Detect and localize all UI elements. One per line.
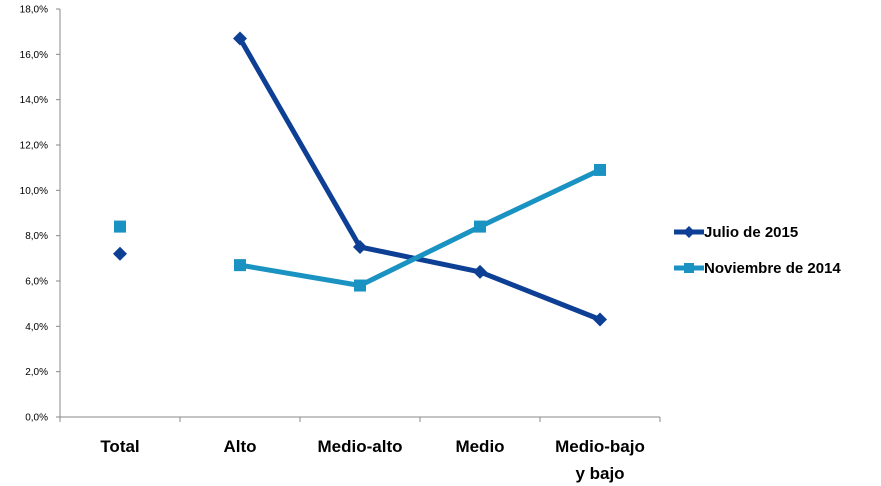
y-tick-label: 16,0% bbox=[20, 50, 48, 61]
diamond-point bbox=[233, 31, 247, 46]
square-point bbox=[354, 279, 366, 292]
y-tick-label: 8,0% bbox=[25, 231, 48, 242]
square-point bbox=[474, 220, 486, 233]
legend-label: Noviembre de 2014 bbox=[704, 260, 841, 277]
x-tick-label: Medio bbox=[455, 437, 504, 456]
y-tick-label: 12,0% bbox=[20, 141, 48, 152]
x-tick-label: Total bbox=[100, 437, 139, 456]
square-point bbox=[234, 259, 246, 272]
x-tick-labels: Total Alto Medio-alto Medio Medio-bajo y bajo bbox=[100, 437, 645, 483]
y-tick-label: 18,0% bbox=[20, 5, 48, 16]
square-point bbox=[594, 163, 606, 176]
y-tick-label: 4,0% bbox=[25, 322, 48, 333]
y-tick-label: 2,0% bbox=[25, 367, 48, 378]
axes-group bbox=[56, 8, 661, 422]
legend-label: Julio de 2015 bbox=[704, 224, 798, 241]
y-tick-label: 10,0% bbox=[20, 186, 48, 197]
square-point bbox=[114, 220, 126, 233]
diamond-point bbox=[473, 264, 487, 279]
diamond-point bbox=[353, 240, 367, 254]
series-line-1 bbox=[237, 37, 601, 322]
legend: Julio de 2015 Noviembre de 2014 bbox=[674, 224, 841, 277]
x-tick-label: Medio-bajo y bajo bbox=[555, 437, 645, 483]
series-lines bbox=[237, 37, 602, 322]
series-markers bbox=[113, 31, 607, 327]
y-tick-labels: 0,0% 2,0% 4,0% 6,0% 8,0% 10,0% 12,0% 14,0% 16,0%… bbox=[20, 5, 48, 424]
diamond-point bbox=[593, 312, 607, 327]
y-tick-label: 6,0% bbox=[25, 277, 48, 288]
x-tick-label: Medio-alto bbox=[318, 437, 403, 456]
series-line-2 bbox=[239, 167, 602, 288]
diamond-point bbox=[113, 246, 127, 261]
x-tick-label: Alto bbox=[223, 437, 256, 456]
y-tick-label: 0,0% bbox=[25, 413, 48, 424]
legend-diamond-icon bbox=[683, 226, 695, 238]
legend-square-icon bbox=[684, 263, 694, 273]
y-tick-label: 14,0% bbox=[20, 95, 48, 106]
